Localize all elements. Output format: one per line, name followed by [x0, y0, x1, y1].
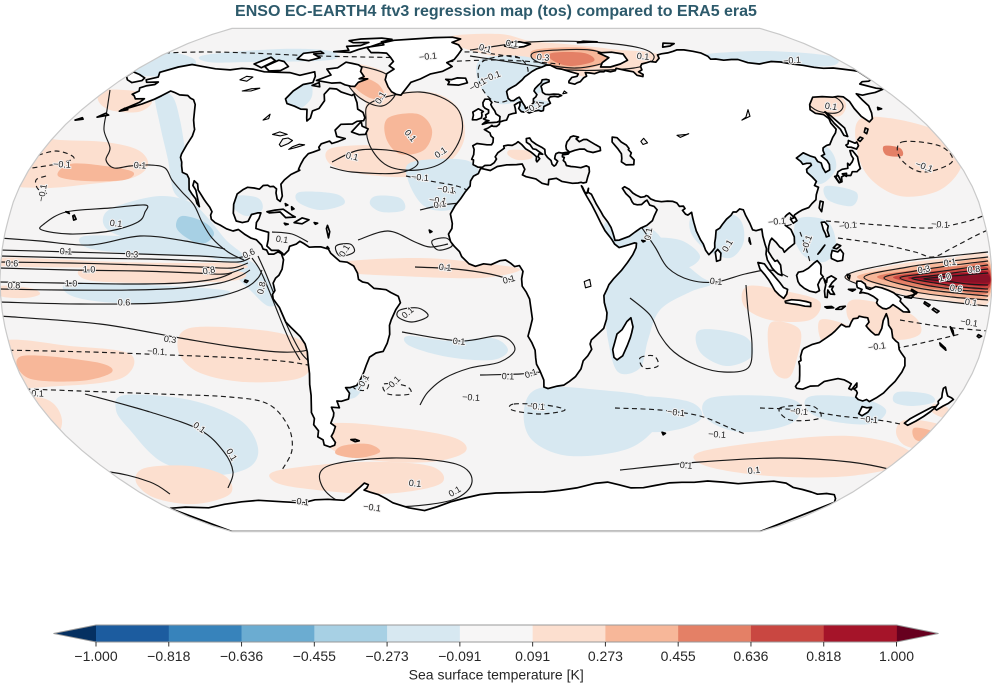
svg-text:0.8: 0.8	[8, 280, 21, 290]
svg-text:−0.1: −0.1	[419, 50, 438, 62]
svg-text:0.1: 0.1	[134, 160, 147, 171]
svg-text:−0.1: −0.1	[860, 413, 879, 425]
svg-text:0.1: 0.1	[501, 273, 516, 286]
svg-text:−0.1: −0.1	[363, 501, 382, 513]
svg-text:−0.1: −0.1	[708, 429, 726, 440]
svg-text:0.1: 0.1	[438, 262, 451, 273]
svg-text:−0.1: −0.1	[768, 215, 787, 227]
svg-text:−0.1: −0.1	[783, 55, 802, 67]
svg-text:−0.1: −0.1	[867, 340, 886, 352]
svg-text:−0.1: −0.1	[36, 183, 49, 202]
svg-text:0.1: 0.1	[943, 257, 957, 269]
svg-text:0.1: 0.1	[275, 234, 289, 246]
svg-text:−0.818: −0.818	[147, 648, 190, 664]
svg-text:0.6: 0.6	[118, 297, 131, 307]
svg-text:0.1: 0.1	[709, 276, 722, 287]
svg-text:0.273: 0.273	[588, 648, 623, 664]
svg-text:0.1: 0.1	[964, 297, 978, 309]
svg-text:0.818: 0.818	[806, 648, 841, 664]
svg-text:0.1: 0.1	[502, 371, 515, 381]
svg-text:0.1: 0.1	[523, 367, 538, 381]
svg-text:0.636: 0.636	[733, 648, 768, 664]
svg-text:1.0: 1.0	[938, 271, 952, 283]
svg-text:−0.1: −0.1	[147, 346, 165, 357]
svg-text:−0.1: −0.1	[527, 401, 545, 412]
svg-text:ENSO EC-EARTH4 ftv3 regression: ENSO EC-EARTH4 ftv3 regression map (tos)…	[235, 3, 757, 20]
svg-text:Sea surface temperature [K]: Sea surface temperature [K]	[409, 667, 584, 683]
svg-text:−0.1: −0.1	[931, 219, 949, 230]
svg-text:0.1: 0.1	[433, 198, 447, 210]
svg-text:−0.1: −0.1	[411, 172, 430, 184]
svg-text:1.000: 1.000	[879, 648, 914, 664]
svg-text:0.6: 0.6	[6, 258, 19, 268]
svg-text:−0.1: −0.1	[790, 406, 808, 417]
svg-text:−1.000: −1.000	[74, 648, 117, 664]
svg-text:0.1: 0.1	[636, 51, 649, 62]
svg-text:0.8: 0.8	[202, 264, 216, 276]
svg-text:−0.636: −0.636	[220, 648, 263, 664]
svg-text:0.8: 0.8	[255, 281, 267, 295]
svg-text:−0.1: −0.1	[462, 392, 480, 403]
svg-text:0.1: 0.1	[642, 227, 654, 241]
svg-text:−0.1: −0.1	[53, 159, 71, 170]
svg-text:−0.1: −0.1	[959, 316, 978, 329]
svg-text:−0.1: −0.1	[291, 495, 310, 507]
svg-text:0.3: 0.3	[917, 263, 931, 275]
svg-text:−0.273: −0.273	[365, 648, 408, 664]
svg-text:0.8: 0.8	[967, 264, 980, 275]
svg-text:0.1: 0.1	[345, 150, 359, 162]
svg-text:0.3: 0.3	[126, 249, 139, 259]
svg-text:−0.1: −0.1	[667, 406, 686, 418]
svg-text:0.3: 0.3	[536, 52, 549, 63]
svg-text:0.6: 0.6	[949, 283, 963, 295]
svg-text:0.1: 0.1	[679, 460, 692, 471]
svg-text:0.3: 0.3	[163, 334, 177, 346]
svg-text:0.1: 0.1	[452, 336, 465, 347]
svg-text:−0.455: −0.455	[293, 648, 336, 664]
svg-text:0.1: 0.1	[824, 101, 838, 113]
svg-text:0.091: 0.091	[515, 648, 550, 664]
svg-text:0.1: 0.1	[109, 218, 122, 229]
svg-text:1.0: 1.0	[83, 264, 96, 274]
svg-text:0.455: 0.455	[661, 648, 696, 664]
svg-text:0.1: 0.1	[747, 465, 760, 476]
svg-text:−0.1: −0.1	[429, 195, 448, 207]
svg-text:−0.091: −0.091	[438, 648, 481, 664]
svg-text:1.0: 1.0	[65, 278, 78, 288]
svg-text:0.1: 0.1	[408, 478, 421, 489]
svg-text:−0.1: −0.1	[437, 183, 456, 195]
svg-text:0.1: 0.1	[60, 246, 73, 256]
svg-text:0.1: 0.1	[478, 42, 493, 55]
svg-text:0.1: 0.1	[505, 38, 518, 49]
svg-text:−0.1: −0.1	[839, 219, 858, 231]
